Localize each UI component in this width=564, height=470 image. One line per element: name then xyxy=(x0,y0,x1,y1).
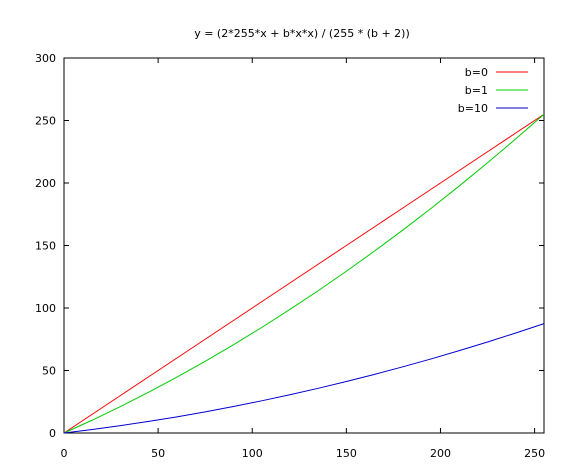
y-tick-label: 250 xyxy=(35,115,56,128)
y-tick-label: 150 xyxy=(35,240,56,253)
x-axis-ticks: 0 50 100 150 200 250 xyxy=(61,58,545,460)
x-tick-label: 0 xyxy=(61,447,68,460)
series-line-b-0 xyxy=(63,113,545,434)
y-tick-label: 50 xyxy=(42,365,56,378)
legend-label: b=0 xyxy=(465,66,488,79)
x-tick-label: 250 xyxy=(524,447,545,460)
x-tick-label: 200 xyxy=(430,447,451,460)
series-line-b-1 xyxy=(63,113,545,434)
x-tick-label: 50 xyxy=(151,447,165,460)
y-axis-ticks: 0 50 100 150 200 250 300 xyxy=(35,52,544,440)
y-tick-label: 200 xyxy=(35,177,56,190)
y-tick-label: 100 xyxy=(35,302,56,315)
legend: b=0 b=1 b=10 xyxy=(458,66,528,115)
legend-label: b=1 xyxy=(465,84,488,97)
series-layer xyxy=(63,113,545,434)
x-tick-label: 100 xyxy=(242,447,263,460)
y-tick-label: 300 xyxy=(35,52,56,65)
legend-label: b=10 xyxy=(458,102,488,115)
series-line-b-10 xyxy=(63,323,545,434)
chart-title: y = (2*255*x + b*x*x) / (255 * (b + 2)) xyxy=(194,27,410,40)
y-tick-label: 0 xyxy=(49,427,56,440)
x-tick-label: 150 xyxy=(336,447,357,460)
